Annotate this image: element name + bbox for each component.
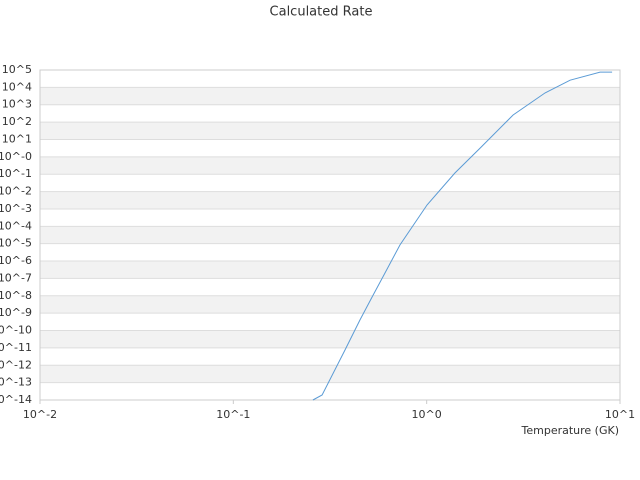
y-tick-label: 10^5	[2, 63, 32, 76]
y-tick-label: 10^1	[2, 132, 32, 145]
y-tick-label: 10^2	[2, 115, 32, 128]
x-tick-label: 10^-2	[23, 408, 57, 421]
y-tick-label: 10^-5	[0, 237, 32, 250]
grid-band	[40, 365, 620, 383]
grid-band	[40, 191, 620, 209]
data-line	[312, 71, 613, 401]
y-tick-label: 10^-9	[0, 306, 32, 319]
x-tick-label: 10^0	[412, 408, 442, 421]
grid-band	[40, 122, 620, 140]
y-tick-label: 10^-4	[0, 219, 32, 232]
y-tick-label: 10^-1	[0, 167, 32, 180]
y-tick-label: 10^-12	[0, 358, 32, 371]
y-tick-label: 10^-7	[0, 271, 32, 284]
y-tick-label: 10^4	[2, 80, 32, 93]
x-tick-label: 10^-1	[216, 408, 250, 421]
y-tick-label: 10^-3	[0, 202, 32, 215]
y-tick-label: 10^-11	[0, 341, 32, 354]
plot-border	[39, 69, 621, 401]
y-tick-label: 10^-13	[0, 376, 32, 389]
chart-title: Calculated Rate	[270, 5, 373, 20]
y-tick-label: 10^-10	[0, 324, 32, 337]
x-tick-label: 10^1	[605, 408, 635, 421]
grid-band	[40, 261, 620, 279]
y-tick-label: 10^-6	[0, 254, 32, 267]
y-tick-label: 10^-0	[0, 150, 32, 163]
y-tick-label: 10^-14	[0, 393, 32, 406]
grid-band	[40, 295, 620, 314]
y-tick-label: 10^3	[2, 98, 32, 111]
y-tick-label: 10^-8	[0, 289, 32, 302]
grid-band	[40, 330, 620, 348]
y-tick-label: 10^-2	[0, 185, 32, 198]
grid-band	[40, 87, 620, 105]
grid-band	[40, 156, 620, 175]
grid-band	[40, 226, 620, 244]
x-axis-label: Temperature (GK)	[521, 424, 620, 437]
